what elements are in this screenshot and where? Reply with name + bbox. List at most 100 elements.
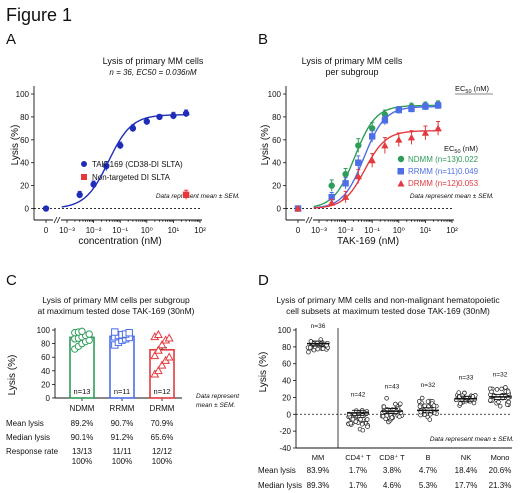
x-tick-label: CD4⁺ T bbox=[345, 453, 371, 462]
n-label: n=36 bbox=[311, 323, 326, 330]
legend-label-rrmm: RRMM (n=11) bbox=[408, 167, 458, 176]
x-tick-label: 10¹ bbox=[168, 226, 180, 235]
data-point-b bbox=[425, 399, 431, 404]
chart-a-ylabel: Lysis (%) bbox=[10, 125, 21, 166]
data-point-cd8-t bbox=[393, 401, 398, 407]
data-point-ndmm-n-13 bbox=[342, 170, 349, 178]
y-tick-label: 60 bbox=[282, 360, 291, 369]
n-label: n=32 bbox=[421, 382, 436, 389]
data-point-rrmm-n-11 bbox=[328, 193, 335, 201]
y-tick-label: 60 bbox=[272, 136, 281, 145]
legend-label-drmm: DRMM (n=12) bbox=[408, 179, 459, 188]
data-point-cd8-t bbox=[397, 414, 402, 419]
data-point-nk bbox=[471, 400, 477, 406]
data-point-cd4-t bbox=[360, 427, 366, 433]
x-tick-label: 10¹ bbox=[420, 226, 432, 235]
stat-row-label: Median lysis bbox=[258, 481, 302, 490]
data-point-mono bbox=[496, 399, 501, 405]
chart-c-annotation-2: mean ± SEM. bbox=[196, 402, 236, 409]
chart-d-marks: n=36 n=42 n=43 n=32 n=33 n=32 bbox=[305, 323, 513, 433]
stat-value: 18.4% bbox=[455, 466, 478, 475]
data-point-drmm-n-12 bbox=[328, 199, 336, 206]
y-tick-label: 40 bbox=[41, 367, 50, 376]
y-tick-label: 100 bbox=[37, 326, 51, 335]
data-point-rrmm-n-11 bbox=[408, 105, 415, 113]
stat-value: 1.7% bbox=[349, 481, 367, 490]
axis-break bbox=[308, 216, 313, 224]
stat-row-label: Response rate bbox=[6, 447, 59, 456]
y-tick-label: 20 bbox=[272, 182, 281, 191]
chart-d-title: Lysis of primary MM cells and non-malign… bbox=[276, 295, 500, 305]
chart-a-axes: 0 20 40 60 80 100 0 10⁻³ 10⁻² 10⁻¹ 10⁰ 10¹ 10² bbox=[16, 86, 206, 235]
data-point-tak-169-cd38-di-slta bbox=[103, 162, 110, 170]
stat-value: 83.9% bbox=[307, 466, 330, 475]
data-point-drmm bbox=[157, 340, 167, 349]
y-tick-label: 60 bbox=[41, 353, 50, 362]
stat-value: 100% bbox=[152, 457, 172, 466]
chart-d-ylabel: Lysis (%) bbox=[258, 352, 269, 393]
data-point-drmm-n-12 bbox=[381, 141, 389, 149]
chart-d-axes: -40 -20 0 20 40 60 80 100 MM CD4⁺ T CD8⁺ T B NK Mono bbox=[278, 326, 512, 462]
y-tick-label: 40 bbox=[282, 377, 291, 386]
x-tick-label: 10⁻³ bbox=[59, 226, 75, 235]
data-point-mono bbox=[497, 403, 503, 409]
n-label: n=12 bbox=[154, 387, 171, 396]
data-point-drmm-n-12 bbox=[434, 124, 442, 132]
data-point-b bbox=[428, 412, 433, 417]
data-point-mono bbox=[503, 385, 508, 390]
y-tick-label: 80 bbox=[272, 113, 281, 122]
data-point-mm bbox=[318, 337, 324, 342]
data-point-drmm bbox=[150, 350, 160, 360]
chart-d-stats-table: Mean lysis 83.9% 1.7% 3.8% 4.7% 18.4% 20.6% Med… bbox=[258, 466, 511, 490]
data-point-drmm-n-12 bbox=[407, 133, 416, 141]
y-tick-label: 100 bbox=[268, 90, 282, 99]
chart-b-legend: EC50 (nM) EC50 (nM) NDMM (n=13) 0.022 RR… bbox=[397, 84, 493, 188]
data-point-mm bbox=[306, 349, 311, 355]
y-tick-label: 0 bbox=[277, 205, 282, 214]
x-tick-label: DRMM bbox=[150, 404, 175, 413]
panel-label-c: C bbox=[6, 272, 17, 289]
chart-d-subtitle: cell subsets at maximum tested dose TAK-… bbox=[286, 306, 490, 316]
y-tick-label: 0 bbox=[46, 394, 51, 403]
data-point-nk bbox=[456, 390, 461, 395]
y-tick-label: 80 bbox=[41, 340, 50, 349]
data-point-drmm bbox=[157, 360, 167, 369]
data-point-drmm bbox=[153, 365, 163, 375]
chart-c-subtitle: at maximum tested dose TAK-169 (30nM) bbox=[37, 306, 194, 316]
data-point-cd4-t bbox=[348, 421, 354, 426]
legend-ec50-rrmm: 0.049 bbox=[458, 167, 479, 176]
x-tick-label: B bbox=[425, 453, 430, 462]
data-point-mono bbox=[489, 389, 494, 395]
chart-a-title: Lysis of primary MM cells bbox=[103, 56, 204, 66]
data-point-drmm bbox=[153, 329, 163, 339]
legend-marker-rrmm bbox=[397, 168, 404, 175]
x-tick-label: 10⁰ bbox=[141, 226, 153, 235]
legend-ec50-ndmm: 0.022 bbox=[458, 155, 479, 164]
stat-value: 4.7% bbox=[419, 466, 437, 475]
chart-c-annotation-1: Data represent bbox=[196, 393, 240, 400]
chart-b-ylabel: Lysis (%) bbox=[260, 125, 271, 166]
x-tick-label: MM bbox=[312, 453, 325, 462]
data-point-cd8-t bbox=[383, 416, 388, 422]
x-tick-label: NK bbox=[461, 453, 471, 462]
data-point-mm bbox=[311, 347, 317, 353]
panel-label-a: A bbox=[6, 31, 16, 48]
figure-title: Figure 1 bbox=[6, 5, 72, 25]
stat-value: 3.8% bbox=[383, 466, 401, 475]
data-point-b bbox=[416, 399, 422, 404]
chart-b-axes: 0 20 40 60 80 100 0 10⁻³ 10⁻² 10⁻¹ 10⁰ 10¹ 10² bbox=[268, 86, 458, 235]
chart-c-title: Lysis of primary MM cells per subgroup bbox=[42, 295, 190, 305]
data-point-mono bbox=[505, 389, 511, 394]
chart-a-marks bbox=[42, 109, 190, 212]
y-tick-label: -40 bbox=[279, 444, 291, 453]
data-point-tak-169-cd38-di-slta bbox=[42, 205, 50, 212]
data-point-nk bbox=[458, 401, 463, 406]
chart-c-stats-table: Mean lysis 89.2% 90.7% 70.9% Median lysis 90.… bbox=[6, 419, 173, 466]
data-point-tak-169-cd38-di-slta bbox=[170, 112, 177, 119]
chart-c-ylabel: Lysis (%) bbox=[7, 355, 18, 396]
panel-a: A Lysis of primary MM cells n = 36, EC50… bbox=[6, 31, 240, 247]
data-point-mm bbox=[320, 346, 326, 351]
fit-curve-ndmm-n-13 bbox=[313, 104, 442, 208]
y-tick-label: 80 bbox=[282, 343, 291, 352]
